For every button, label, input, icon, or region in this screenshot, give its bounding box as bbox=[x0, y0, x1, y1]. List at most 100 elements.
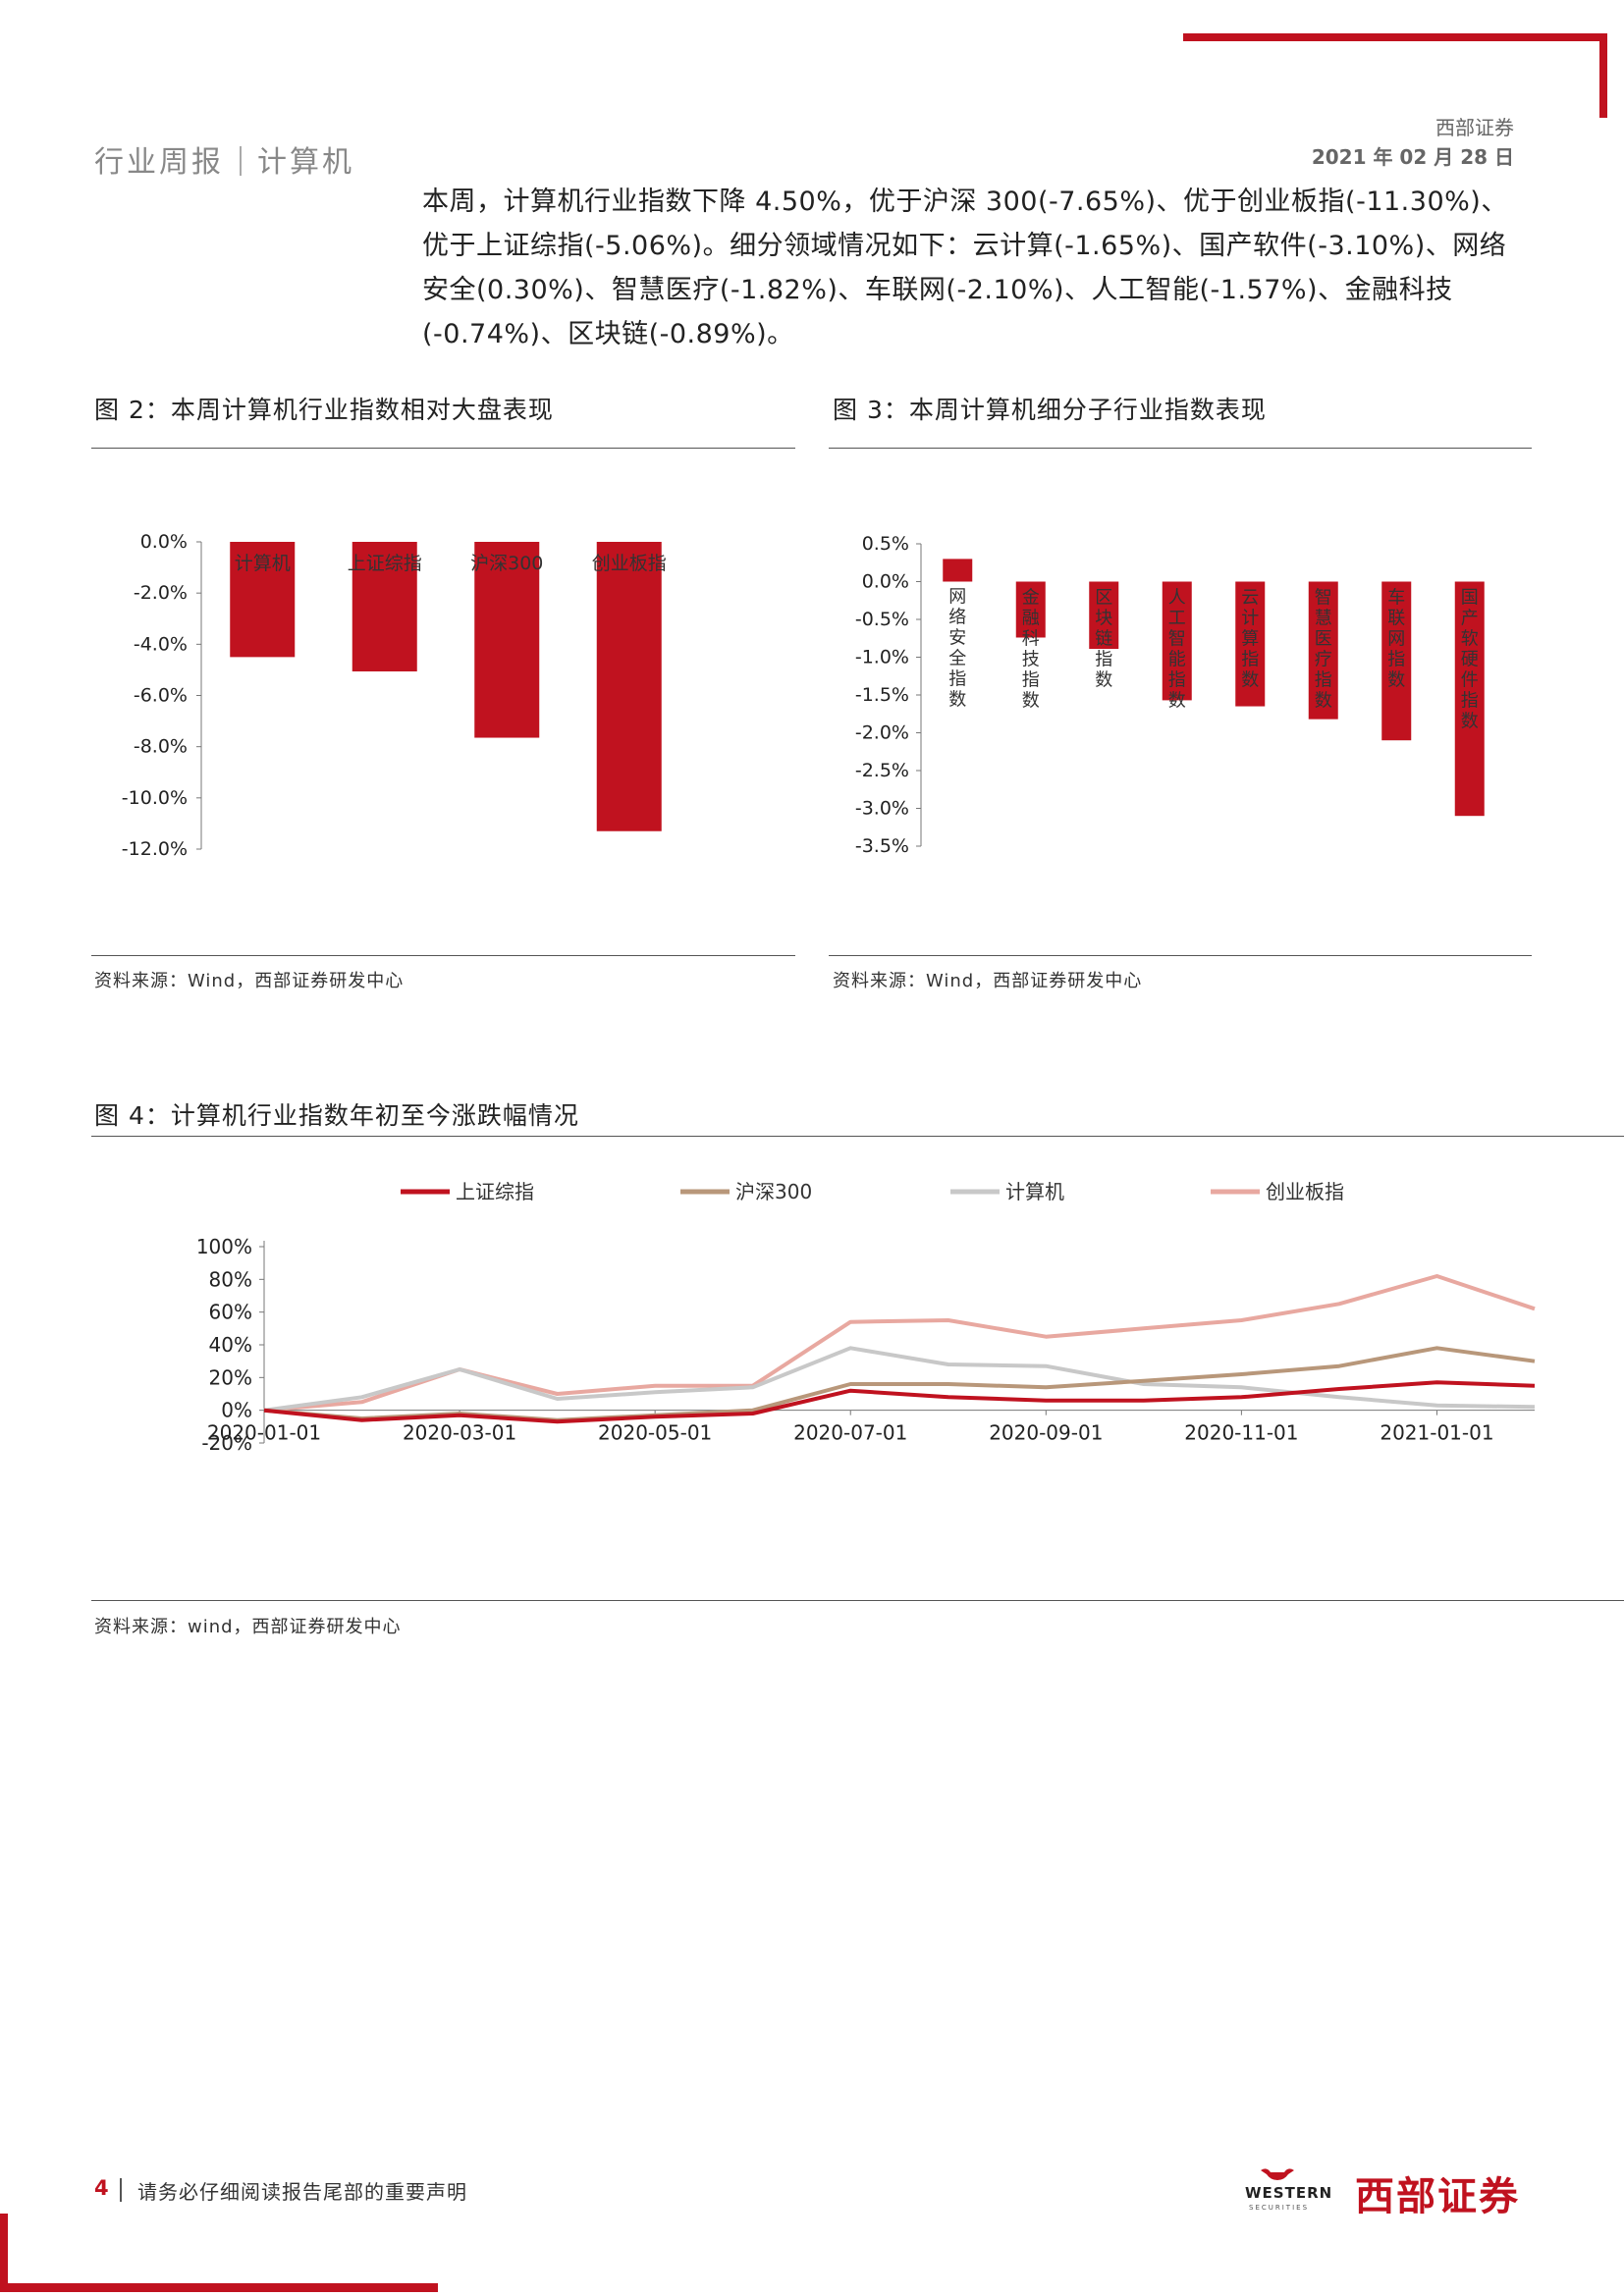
fig3-y-tick-label: -1.0% bbox=[855, 647, 909, 668]
fig3-bar bbox=[1308, 581, 1338, 720]
fig3-category-label: 指 bbox=[1461, 691, 1479, 712]
fig3-category-label: 区 bbox=[1095, 588, 1112, 609]
fig3-category-label: 智 bbox=[1168, 629, 1186, 650]
fig4-legend-label: 沪深300 bbox=[735, 1180, 812, 1203]
fig4-x-tick-label: 2020-09-01 bbox=[989, 1421, 1103, 1445]
fig3-category-label: 产 bbox=[1461, 609, 1479, 629]
fig3-category-label: 全 bbox=[948, 648, 966, 668]
top-right-red-line bbox=[1183, 33, 1607, 41]
fig4-series-line bbox=[263, 1346, 1536, 1413]
fig3-category-label: 硬 bbox=[1461, 650, 1479, 670]
fig3-y-tick-label: -3.0% bbox=[855, 798, 909, 820]
fig2-bar bbox=[474, 542, 540, 738]
fig4-chart: 上证综指 沪深300 计算机 创业板指100%80%60%40%20%0%-20%20… bbox=[196, 1180, 1536, 1455]
fig3-top-rule bbox=[829, 448, 1532, 449]
fig3-bottom-rule bbox=[829, 955, 1532, 956]
fig3-bar bbox=[1381, 581, 1412, 741]
fig3-category-label: 数 bbox=[1387, 670, 1405, 691]
fig4-y-tick-label: 80% bbox=[209, 1267, 252, 1291]
fig3-bar bbox=[943, 559, 973, 582]
fig3-category-label: 融 bbox=[1022, 609, 1040, 629]
fig3-category-label: 指 bbox=[1241, 650, 1259, 670]
fig3-bar bbox=[1089, 581, 1119, 650]
fig4-x-tick-label: 2020-05-01 bbox=[598, 1421, 712, 1445]
logo-chinese: 西部证券 bbox=[1355, 2174, 1520, 2219]
fig3-category-label: 络 bbox=[948, 607, 966, 627]
fig4-y-tick-label: 60% bbox=[209, 1301, 252, 1324]
fig2-bar bbox=[352, 542, 417, 671]
summary-paragraph: 本周，计算机行业指数下降 4.50%，优于沪深 300(-7.65%)、优于创业… bbox=[422, 187, 1508, 349]
fig3-source: 资料来源：Wind，西部证券研发中心 bbox=[833, 971, 1143, 991]
fig2-category-label: 创业板指 bbox=[592, 553, 667, 574]
fig4-legend-label: 计算机 bbox=[1005, 1180, 1064, 1203]
fig2-y-tick-label: -12.0% bbox=[122, 838, 188, 860]
fig3-category-label: 数 bbox=[1168, 691, 1186, 712]
fig3-category-label: 链 bbox=[1095, 629, 1112, 650]
fig4-x-tick-label: 2021-01-01 bbox=[1380, 1421, 1493, 1445]
fig4-legend-label: 创业板指 bbox=[1266, 1180, 1344, 1203]
fig3-title: 图 3：本周计算机细分子行业指数表现 bbox=[833, 396, 1267, 424]
fig3-category-label: 计 bbox=[1241, 609, 1259, 629]
fig2-y-tick-label: -6.0% bbox=[134, 685, 188, 707]
fig4-series-line bbox=[263, 1346, 1536, 1422]
report-type: 行业周报 bbox=[94, 145, 224, 180]
fig2-top-rule bbox=[91, 448, 795, 449]
report-date: 2021 年 02 月 28 日 bbox=[1311, 145, 1514, 169]
fig3-category-label: 金 bbox=[1022, 588, 1040, 609]
fig4-title: 图 4：计算机行业指数年初至今涨跌幅情况 bbox=[94, 1101, 579, 1130]
fig2-y-tick-label: -2.0% bbox=[134, 582, 188, 604]
fig4-y-tick-label: 0% bbox=[221, 1399, 252, 1422]
fig2-title: 图 2：本周计算机行业指数相对大盘表现 bbox=[94, 396, 554, 424]
fig4-y-tick-label: -20% bbox=[201, 1431, 252, 1455]
fig3-category-label: 工 bbox=[1168, 609, 1186, 629]
fig2-y-tick-label: -10.0% bbox=[122, 787, 188, 809]
fig3-y-tick-label: -2.5% bbox=[855, 760, 909, 781]
fig4-source: 资料来源：wind，西部证券研发中心 bbox=[94, 1617, 402, 1637]
fig4-series-line bbox=[263, 1380, 1536, 1424]
header-breadcrumb: 行业周报 计算机 bbox=[94, 137, 354, 181]
fig3-bar bbox=[1162, 581, 1192, 701]
fig3-y-tick-label: 0.5% bbox=[862, 533, 909, 555]
fig4-y-tick-label: 20% bbox=[209, 1365, 252, 1389]
fig4-y-tick-label: 40% bbox=[209, 1333, 252, 1357]
fig2-category-label: 计算机 bbox=[235, 553, 291, 574]
fig3-category-label: 慧 bbox=[1315, 609, 1332, 629]
footer-notice: 请务必仔细阅读报告尾部的重要声明 bbox=[137, 2180, 467, 2204]
fig3-category-label: 智 bbox=[1315, 588, 1332, 609]
fig3-category-label: 块 bbox=[1095, 609, 1112, 629]
page-number: 4 bbox=[94, 2176, 109, 2200]
fig2-y-tick-label: -4.0% bbox=[134, 633, 188, 655]
logo-english: WESTERN bbox=[1245, 2184, 1333, 2202]
right-red-line bbox=[1599, 33, 1607, 118]
fig3-category-label: 能 bbox=[1168, 650, 1186, 670]
fig2-bottom-rule bbox=[91, 955, 795, 956]
header-meta: 西部证券 2021 年 02 月 28 日 bbox=[1312, 113, 1514, 172]
fig4-y-tick-label: 100% bbox=[196, 1235, 252, 1258]
fig3-category-label: 科 bbox=[1022, 629, 1040, 650]
fig3-category-label: 指 bbox=[1387, 650, 1405, 670]
fig3-category-label: 医 bbox=[1315, 629, 1332, 650]
fig4-bottom-rule bbox=[91, 1600, 1624, 1601]
fig3-y-tick-label: -1.5% bbox=[855, 684, 909, 706]
fig3-category-label: 数 bbox=[1022, 691, 1040, 712]
fig2-source: 资料来源：Wind，西部证券研发中心 bbox=[94, 971, 405, 991]
fig3-category-label: 技 bbox=[1022, 650, 1040, 670]
fig3-category-label: 网 bbox=[1387, 629, 1405, 650]
fig3-category-label: 数 bbox=[1241, 670, 1259, 691]
fig3-category-label: 网 bbox=[948, 586, 966, 607]
fig3-bar bbox=[1015, 581, 1046, 638]
fig4-x-tick-label: 2020-11-01 bbox=[1184, 1421, 1298, 1445]
company-name: 西部证券 bbox=[1435, 116, 1514, 139]
fig4-x-tick-label: 2020-01-01 bbox=[207, 1421, 321, 1445]
fig2-chart: 0.0% -2.0% -4.0% -6.0% -8.0% -10.0% -12.0% 计算机 上… bbox=[122, 531, 667, 860]
fig2-y-tick-label: -8.0% bbox=[134, 736, 188, 758]
fig3-bar bbox=[1235, 581, 1266, 707]
fig3-category-label: 云 bbox=[1241, 588, 1259, 609]
fig3-category-label: 安 bbox=[948, 627, 966, 648]
fig3-category-label: 指 bbox=[1095, 650, 1112, 670]
header-divider bbox=[240, 146, 242, 176]
fig3-category-label: 件 bbox=[1461, 670, 1479, 691]
fig3-y-tick-label: -2.0% bbox=[855, 722, 909, 744]
fig3-category-label: 数 bbox=[948, 689, 966, 710]
fig3-category-label: 国 bbox=[1461, 588, 1479, 609]
